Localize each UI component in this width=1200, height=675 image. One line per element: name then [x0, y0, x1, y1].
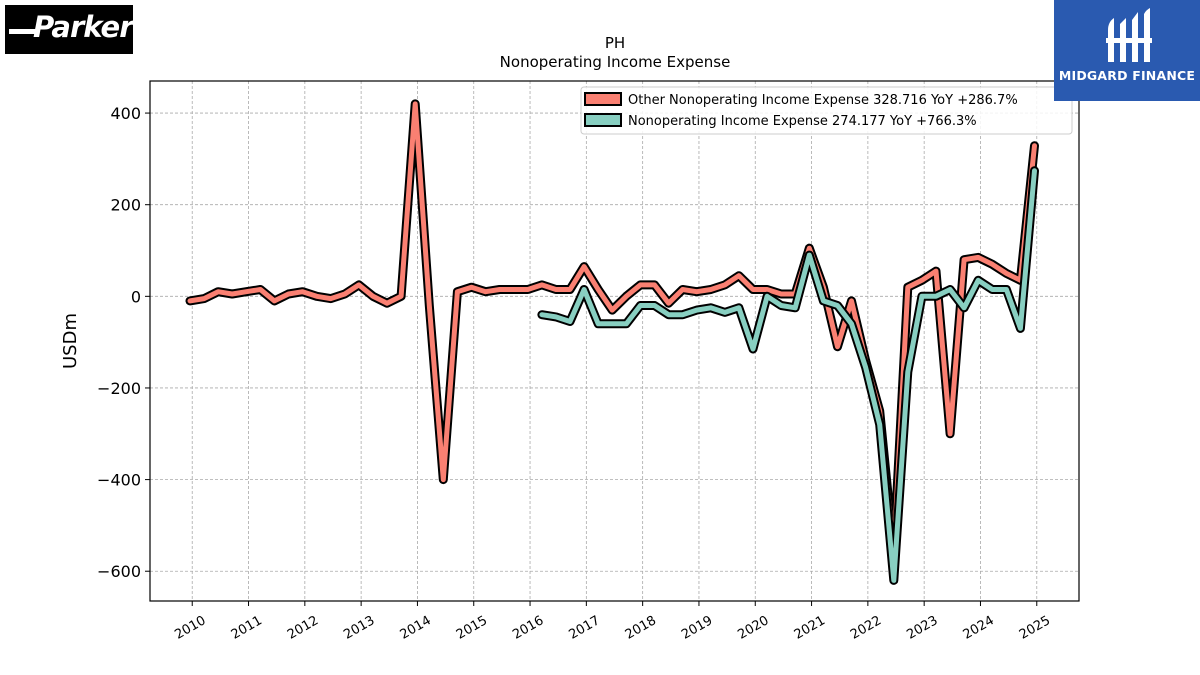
- x-axis: 2010 2011 2012 2013 2014 2015 2016 2017 2018 2019…: [172, 601, 1053, 643]
- parker-logo-wordmark: Parker: [33, 10, 133, 44]
- x-tick-label: 2013: [341, 613, 377, 643]
- x-tick-label: 2022: [848, 613, 884, 643]
- x-tick-label: 2021: [792, 613, 828, 643]
- x-tick-label: 2023: [904, 613, 940, 643]
- midgard-finance-logo-text: MIDGARD FINANCE: [1058, 68, 1196, 83]
- x-tick-label: 2015: [454, 613, 490, 643]
- legend-swatch-1: [584, 113, 622, 127]
- x-tick-label: 2011: [229, 613, 265, 643]
- x-tick-label: 2017: [567, 613, 603, 643]
- y-axis: 400 200 0 −200 −400 −600: [97, 104, 150, 581]
- x-tick-label: 2025: [1017, 613, 1053, 643]
- legend: Other Nonoperating Income Expense 328.71…: [580, 86, 1073, 135]
- series-line-0: [187, 101, 1037, 556]
- y-axis-label: USDm: [60, 313, 81, 369]
- y-tick-label: −600: [97, 562, 141, 581]
- x-tick-label: 2020: [735, 613, 771, 643]
- x-tick-label: 2019: [679, 613, 715, 643]
- chart-title: PH: [605, 34, 625, 52]
- chart-subtitle: Nonoperating Income Expense: [500, 53, 731, 71]
- parker-logo-mark: [9, 29, 37, 34]
- midgard-finance-logo-mark: [1106, 8, 1152, 62]
- y-tick-label: 400: [110, 104, 141, 123]
- plot-frame: [149, 80, 1080, 602]
- legend-box: [580, 86, 1073, 135]
- y-tick-label: 200: [110, 196, 141, 215]
- x-tick-label: 2024: [961, 613, 997, 643]
- y-tick-label: −200: [97, 379, 141, 398]
- x-tick-label: 2014: [398, 613, 434, 643]
- parker-logo: Parker: [5, 5, 133, 54]
- series-outline-1: [537, 166, 1039, 585]
- y-tick-label: 0: [131, 287, 141, 306]
- x-tick-label: 2010: [172, 613, 208, 643]
- midgard-finance-logo: MIDGARD FINANCE: [1054, 0, 1200, 101]
- legend-entry-0: Other Nonoperating Income Expense 328.71…: [628, 93, 1018, 108]
- y-tick-label: −400: [97, 471, 141, 490]
- x-tick-label: 2012: [285, 613, 321, 643]
- series-group: [185, 99, 1039, 585]
- series-line-1: [539, 168, 1037, 583]
- legend-entry-1: Nonoperating Income Expense 274.177 YoY …: [628, 114, 977, 129]
- legend-swatch-0: [584, 92, 622, 106]
- x-tick-label: 2018: [623, 613, 659, 643]
- x-tick-label: 2016: [510, 613, 546, 643]
